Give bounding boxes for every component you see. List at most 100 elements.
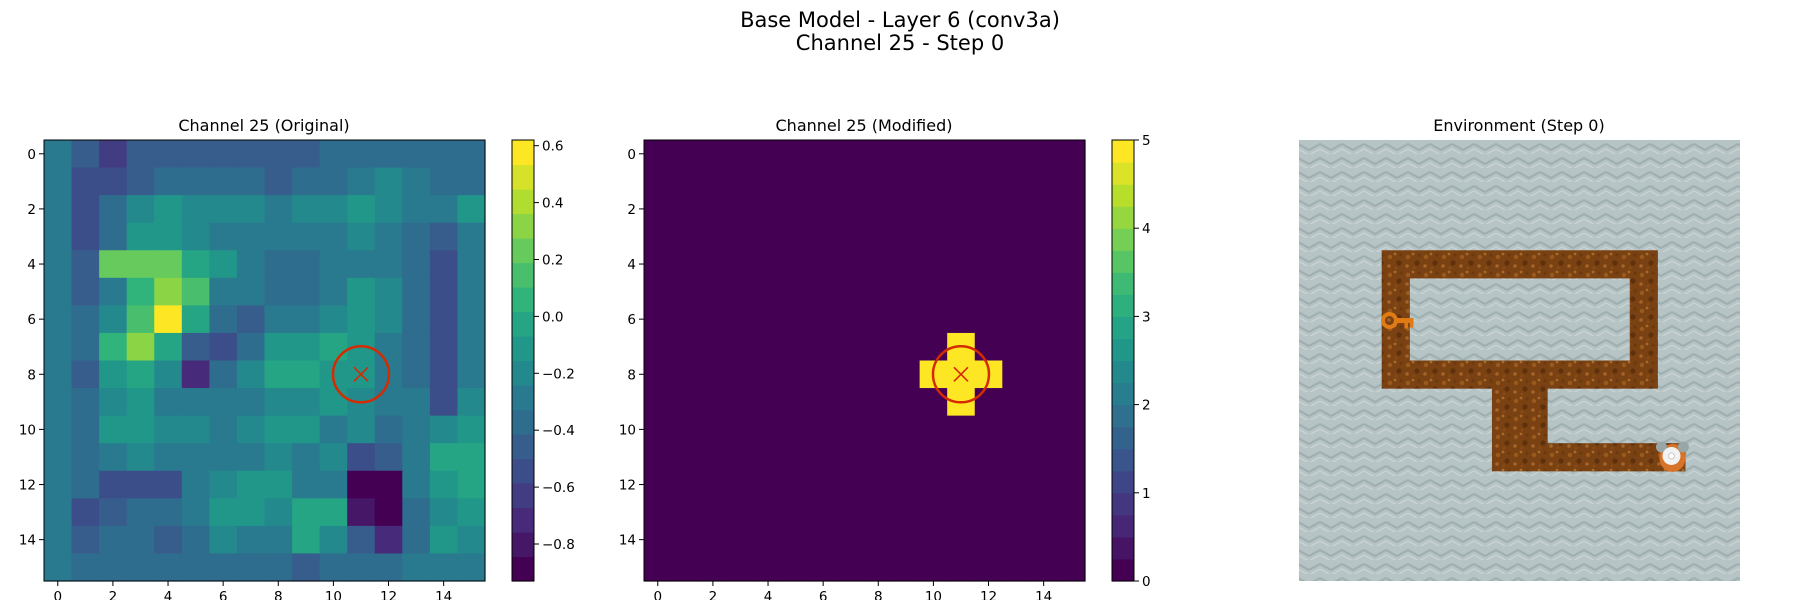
key-tooth (1404, 322, 1408, 329)
y-tick-label: 10 (619, 422, 636, 438)
heatmap-cell (947, 525, 976, 555)
y-tick-label: 12 (19, 478, 36, 494)
heatmap-cell (71, 388, 100, 417)
heatmap-cell (699, 305, 728, 334)
heatmap-cell (1002, 167, 1031, 196)
heatmap-cell (99, 498, 128, 527)
colorbar-segment (512, 556, 534, 582)
heatmap-cell (264, 470, 293, 499)
heatmap-cell (44, 360, 73, 389)
heatmap-cell (809, 222, 838, 251)
heatmap-cell (809, 470, 838, 499)
heatmap-cell (292, 470, 321, 499)
corridor-tile (1491, 388, 1521, 417)
heatmap-cell (781, 195, 810, 224)
colorbar-tick-label: −0.8 (542, 537, 575, 553)
heatmap-cell (671, 470, 700, 499)
colorbar-segment (512, 262, 534, 288)
y-tick-label: 0 (627, 147, 636, 163)
heatmap-cell (1029, 470, 1059, 499)
heatmap-cell (892, 195, 921, 224)
heatmap-cell (99, 525, 128, 555)
heatmap-cell (1002, 195, 1031, 224)
heatmap-cell (864, 222, 893, 251)
heatmap-cell (919, 167, 948, 196)
heatmap-cell (754, 332, 783, 362)
heatmap-cell (644, 388, 673, 417)
heatmap-cell (126, 332, 155, 362)
heatmap-cell (892, 553, 921, 582)
heatmap-cell (781, 415, 810, 444)
heatmap-cell (374, 305, 403, 334)
heatmap-cell (374, 250, 403, 279)
heatmap-cell (71, 277, 100, 306)
heatmap-cell (1057, 277, 1086, 306)
heatmap-cell (264, 250, 293, 279)
heatmap-cell (1057, 525, 1086, 555)
heatmap-cell (236, 415, 266, 444)
heatmap-cell (699, 277, 728, 306)
heatmap-cell (457, 388, 486, 417)
heatmap-cell (947, 140, 976, 169)
heatmap-cell (974, 195, 1003, 224)
heatmap-cell (754, 525, 783, 555)
heatmap-cell (836, 498, 866, 527)
heatmap-cell (1057, 167, 1086, 196)
heatmap-cell (671, 195, 700, 224)
heatmap-cell (919, 250, 948, 279)
heatmap-cell (126, 415, 155, 444)
heatmap-cell (429, 140, 459, 169)
heatmap-cell (236, 277, 266, 306)
heatmap-cell (209, 498, 238, 527)
heatmap-cell (892, 498, 921, 527)
corridor-tile (1547, 250, 1576, 279)
heatmap-cell (457, 470, 486, 499)
heatmap-cell (126, 222, 155, 251)
colorbar-segment (512, 360, 534, 386)
heatmap-cell (974, 167, 1003, 196)
heatmap-cell (71, 332, 100, 362)
colorbar-segment (512, 483, 534, 509)
heatmap-cell (402, 443, 431, 472)
heatmap-cell (264, 332, 293, 362)
heatmap-original-cells (44, 140, 486, 582)
colorbar-segment (512, 458, 534, 484)
x-tick-label: 10 (325, 589, 342, 600)
heatmap-cell (44, 167, 73, 196)
heatmap-cell (457, 195, 486, 224)
heatmap-cell (644, 140, 673, 169)
heatmap-cell (947, 415, 976, 444)
heatmap-cell (71, 305, 100, 334)
heatmap-cell (292, 332, 321, 362)
heatmap-cell (374, 553, 403, 582)
heatmap-cell (402, 167, 431, 196)
heatmap-cell (781, 222, 810, 251)
heatmap-cell (836, 525, 866, 555)
heatmap-cell (809, 443, 838, 472)
heatmap-cell (1057, 332, 1086, 362)
heatmap-cell (726, 498, 755, 527)
colorbar-tick-label: −0.4 (542, 423, 575, 439)
heatmap-cell (726, 525, 755, 555)
heatmap-cell (1002, 305, 1031, 334)
heatmap-cell (974, 498, 1003, 527)
heatmap-cell (457, 250, 486, 279)
heatmap-cell (71, 470, 100, 499)
heatmap-cell (402, 195, 431, 224)
heatmap-cell (754, 277, 783, 306)
y-tick-label: 4 (627, 257, 636, 273)
heatmap-cell (836, 167, 866, 196)
colorbar-segment (1112, 206, 1134, 229)
heatmap-cell (974, 250, 1003, 279)
heatmap-cell (1057, 470, 1086, 499)
heatmap-cell (726, 277, 755, 306)
colorbar-tick-label: 0.6 (542, 139, 563, 155)
colorbar-tick-label: 0.4 (542, 196, 563, 212)
heatmap-cell (209, 525, 238, 555)
heatmap-cell (892, 525, 921, 555)
colorbar-segment (512, 311, 534, 337)
heatmap-cell (754, 553, 783, 582)
heatmap-cell (236, 222, 266, 251)
colorbar-tick-label: 0.2 (542, 252, 563, 268)
heatmap-cell (919, 305, 948, 334)
